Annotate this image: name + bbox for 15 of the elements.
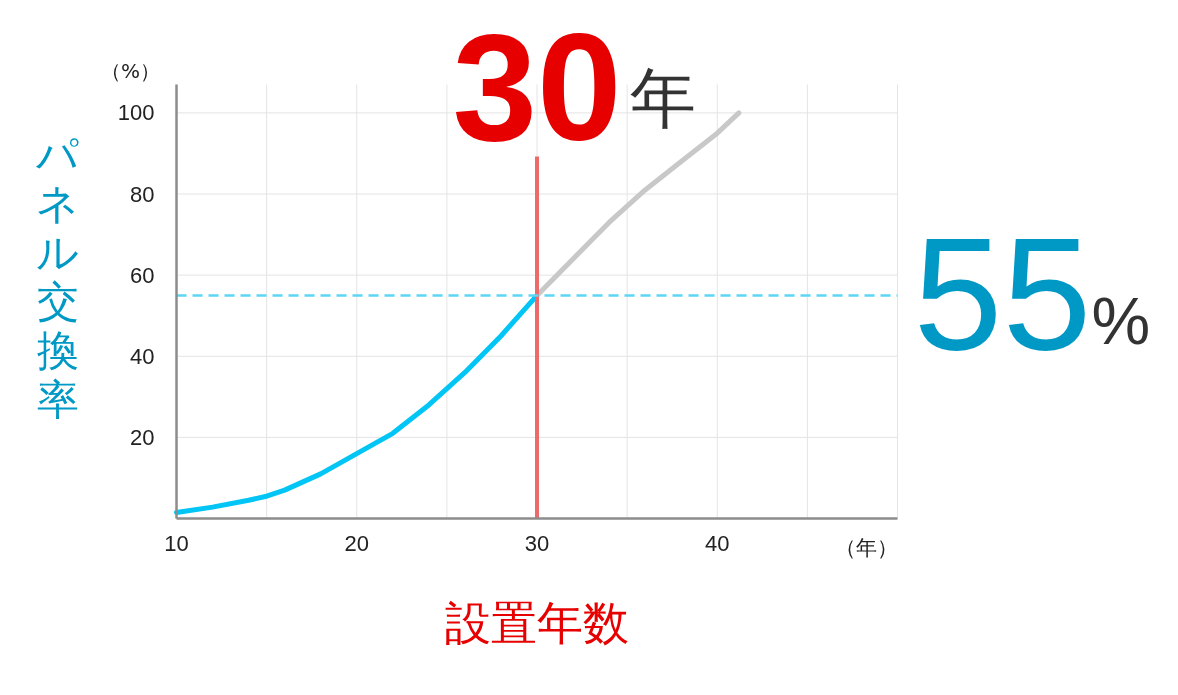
y-tick-label: 100 xyxy=(117,100,155,126)
y-axis-title: パネル交換率 xyxy=(35,129,79,424)
y-tick-label: 40 xyxy=(130,343,155,369)
ref-line-label: 55% xyxy=(913,204,1151,384)
text: （%） xyxy=(101,58,161,83)
ref-line-label: 30年 xyxy=(452,2,696,172)
x-tick-label: 10 xyxy=(164,530,189,556)
text: （年） xyxy=(835,535,898,560)
x-tick-label: 40 xyxy=(705,530,730,556)
y-tick-label: 80 xyxy=(130,181,155,207)
y-tick-label: 20 xyxy=(130,424,155,450)
x-axis-title: 設置年数 xyxy=(445,595,629,650)
x-tick-label: 30 xyxy=(524,530,550,556)
y-tick-label: 60 xyxy=(130,262,155,288)
x-tick-label: 20 xyxy=(344,530,369,556)
